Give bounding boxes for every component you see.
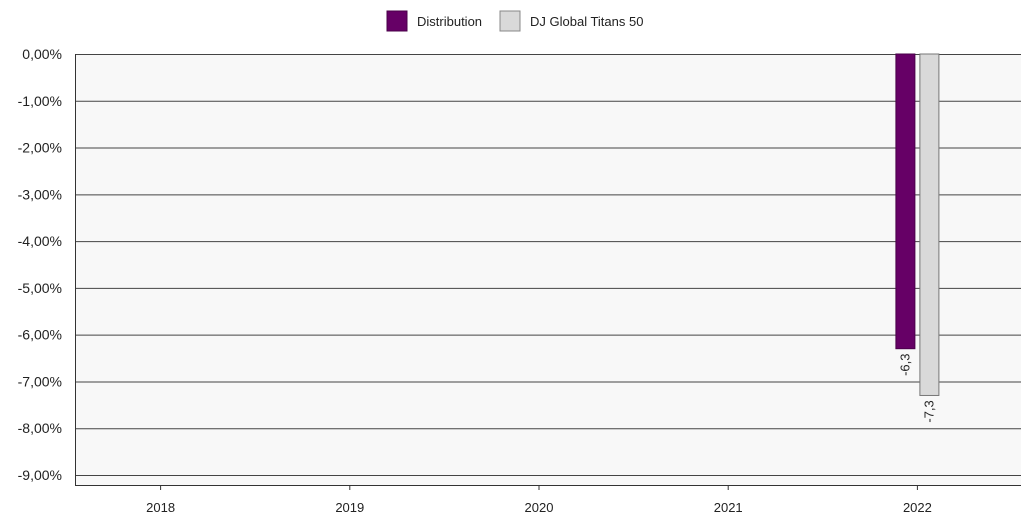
y-tick-label: -6,00% bbox=[18, 327, 62, 343]
bar bbox=[919, 53, 940, 396]
legend-label: Distribution bbox=[417, 14, 482, 29]
x-tick-label: 2021 bbox=[714, 500, 743, 515]
y-tick-label: -4,00% bbox=[18, 233, 62, 249]
y-tick-label: -9,00% bbox=[18, 467, 62, 483]
plot-area bbox=[75, 54, 1021, 485]
y-tick-label: -2,00% bbox=[18, 140, 62, 156]
data-label: -6,3 bbox=[897, 353, 912, 375]
y-tick-label: -1,00% bbox=[18, 93, 62, 109]
x-tick-label: 2020 bbox=[525, 500, 554, 515]
legend-label: DJ Global Titans 50 bbox=[530, 14, 643, 29]
legend-swatch bbox=[499, 10, 521, 32]
y-tick-label: -7,00% bbox=[18, 373, 62, 389]
bar bbox=[895, 53, 916, 350]
y-tick-label: 0,00% bbox=[22, 46, 62, 62]
x-tick-label: 2018 bbox=[146, 500, 175, 515]
legend-swatch bbox=[386, 10, 408, 32]
x-tick-label: 2022 bbox=[903, 500, 932, 515]
y-tick-label: -3,00% bbox=[18, 186, 62, 202]
data-label: -7,3 bbox=[921, 400, 936, 422]
y-tick-label: -5,00% bbox=[18, 280, 62, 296]
y-tick-label: -8,00% bbox=[18, 420, 62, 436]
x-tick-label: 2019 bbox=[335, 500, 364, 515]
